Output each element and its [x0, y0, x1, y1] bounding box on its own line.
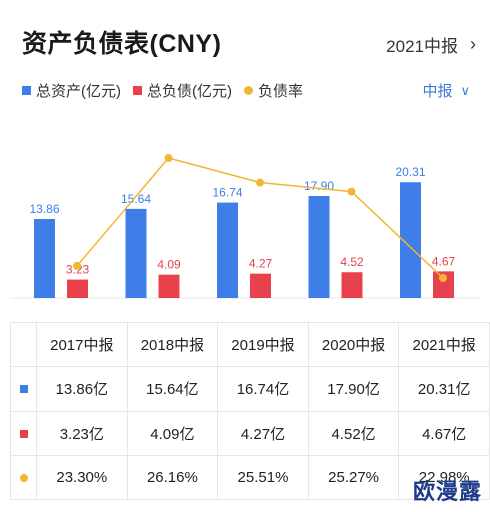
table-header-cell: 2018中报: [126, 321, 219, 368]
half-year-selector[interactable]: 中报 ∨: [422, 80, 470, 101]
legend-label-assets: 总资产(亿元): [36, 83, 121, 100]
legend-label-ratio: 负债率: [258, 83, 304, 100]
legend: 总资产(亿元) 总负债(亿元) 负债率: [22, 80, 315, 101]
table-cell: 22.98%: [398, 454, 490, 501]
assets-bar: [400, 182, 421, 298]
legend-item-liabilities: 总负债(亿元): [133, 80, 232, 101]
table-corner-cell: [10, 321, 37, 368]
assets-data-label: 16.74: [212, 186, 242, 200]
chevron-down-icon: ∨: [460, 82, 470, 98]
legend-label-liabilities: 总负债(亿元): [147, 83, 232, 100]
table-header-row: 2017中报 2018中报 2019中报 2020中报 2021中报: [10, 321, 490, 368]
liabilities-bar: [341, 272, 363, 298]
table-cell: 4.67亿: [398, 410, 490, 456]
liabilities-bar: [250, 273, 271, 298]
row-marker-cell: [10, 366, 37, 412]
debt-ratio-point: [164, 154, 173, 162]
table-header-cell: 2020中报: [307, 321, 400, 368]
header: 资产负债表(CNY) 2021中报 ›: [0, 0, 490, 70]
table-cell: 23.30%: [36, 454, 128, 501]
debt-ratio-point: [256, 178, 264, 187]
legend-marker-assets: [22, 86, 31, 95]
assets-marker: [19, 385, 28, 394]
table-cell: 25.27%: [307, 454, 400, 501]
debt-ratio-point: [347, 187, 356, 196]
assets-bar: [217, 202, 238, 298]
assets-data-label: 13.86: [29, 202, 59, 216]
table-row-assets: 13.86亿 15.64亿 16.74亿 17.90亿 20.31亿: [10, 366, 490, 412]
liabilities-bar: [158, 274, 180, 298]
table-cell: 3.23亿: [36, 410, 128, 456]
liabilities-data-label: 4.52: [340, 255, 364, 269]
table-cell: 13.86亿: [36, 366, 128, 412]
watermark: 欧漫露: [412, 479, 482, 504]
table-row-ratio: 23.30% 26.16% 25.51% 25.27% 22.98%: [10, 454, 490, 501]
assets-bar: [34, 218, 55, 298]
liabilities-marker: [19, 429, 28, 438]
legend-item-ratio: 负债率: [244, 80, 303, 101]
half-year-label: 中报: [422, 83, 453, 100]
assets-bar: [308, 195, 330, 298]
liabilities-bar: [67, 279, 88, 298]
balance-sheet-chart: 13.863.2315.644.0916.744.2717.904.5220.3…: [10, 154, 480, 299]
assets-data-label: 15.64: [121, 192, 151, 206]
liabilities-data-label: 4.27: [249, 257, 273, 271]
table-cell: 20.31亿: [398, 366, 490, 412]
table-cell: 26.16%: [126, 454, 219, 501]
page-title: 资产负债表(CNY): [22, 30, 222, 58]
table-header-cell: 2017中报: [36, 321, 128, 368]
debt-ratio-point: [439, 274, 447, 282]
period-label: 2021中报: [386, 37, 458, 56]
row-marker-cell: [10, 410, 37, 456]
assets-bar: [125, 208, 147, 298]
assets-data-label: 20.31: [395, 165, 425, 179]
liabilities-data-label: 4.09: [157, 258, 181, 272]
chevron-right-icon: ›: [470, 34, 476, 54]
row-marker-cell: [10, 454, 37, 501]
table-cell: 25.51%: [217, 454, 309, 501]
legend-row: 总资产(亿元) 总负债(亿元) 负债率 中报 ∨: [0, 78, 490, 102]
debt-ratio-point: [73, 261, 81, 270]
table-row-liabilities: 3.23亿 4.09亿 4.27亿 4.52亿 4.67亿: [10, 410, 490, 456]
liabilities-data-label: 4.67: [432, 254, 456, 268]
table-cell: 4.27亿: [217, 410, 309, 456]
period-selector[interactable]: 2021中报 ›: [386, 32, 476, 57]
table-cell: 4.09亿: [126, 410, 219, 456]
legend-item-assets: 总资产(亿元): [22, 80, 121, 101]
table-header-cell: 2021中报: [398, 321, 490, 368]
data-table: 2017中报 2018中报 2019中报 2020中报 2021中报 13.86…: [10, 321, 490, 501]
table-cell: 17.90亿: [307, 366, 400, 412]
table-cell: 4.52亿: [307, 410, 400, 456]
table-header-cell: 2019中报: [217, 321, 309, 368]
liabilities-bar: [433, 271, 454, 298]
table-cell: 15.64亿: [126, 366, 219, 412]
ratio-marker: [19, 473, 28, 482]
legend-marker-ratio: [244, 86, 253, 95]
assets-data-label: 17.90: [304, 179, 334, 193]
table-cell: 16.74亿: [217, 366, 309, 412]
legend-marker-liabilities: [133, 86, 142, 95]
